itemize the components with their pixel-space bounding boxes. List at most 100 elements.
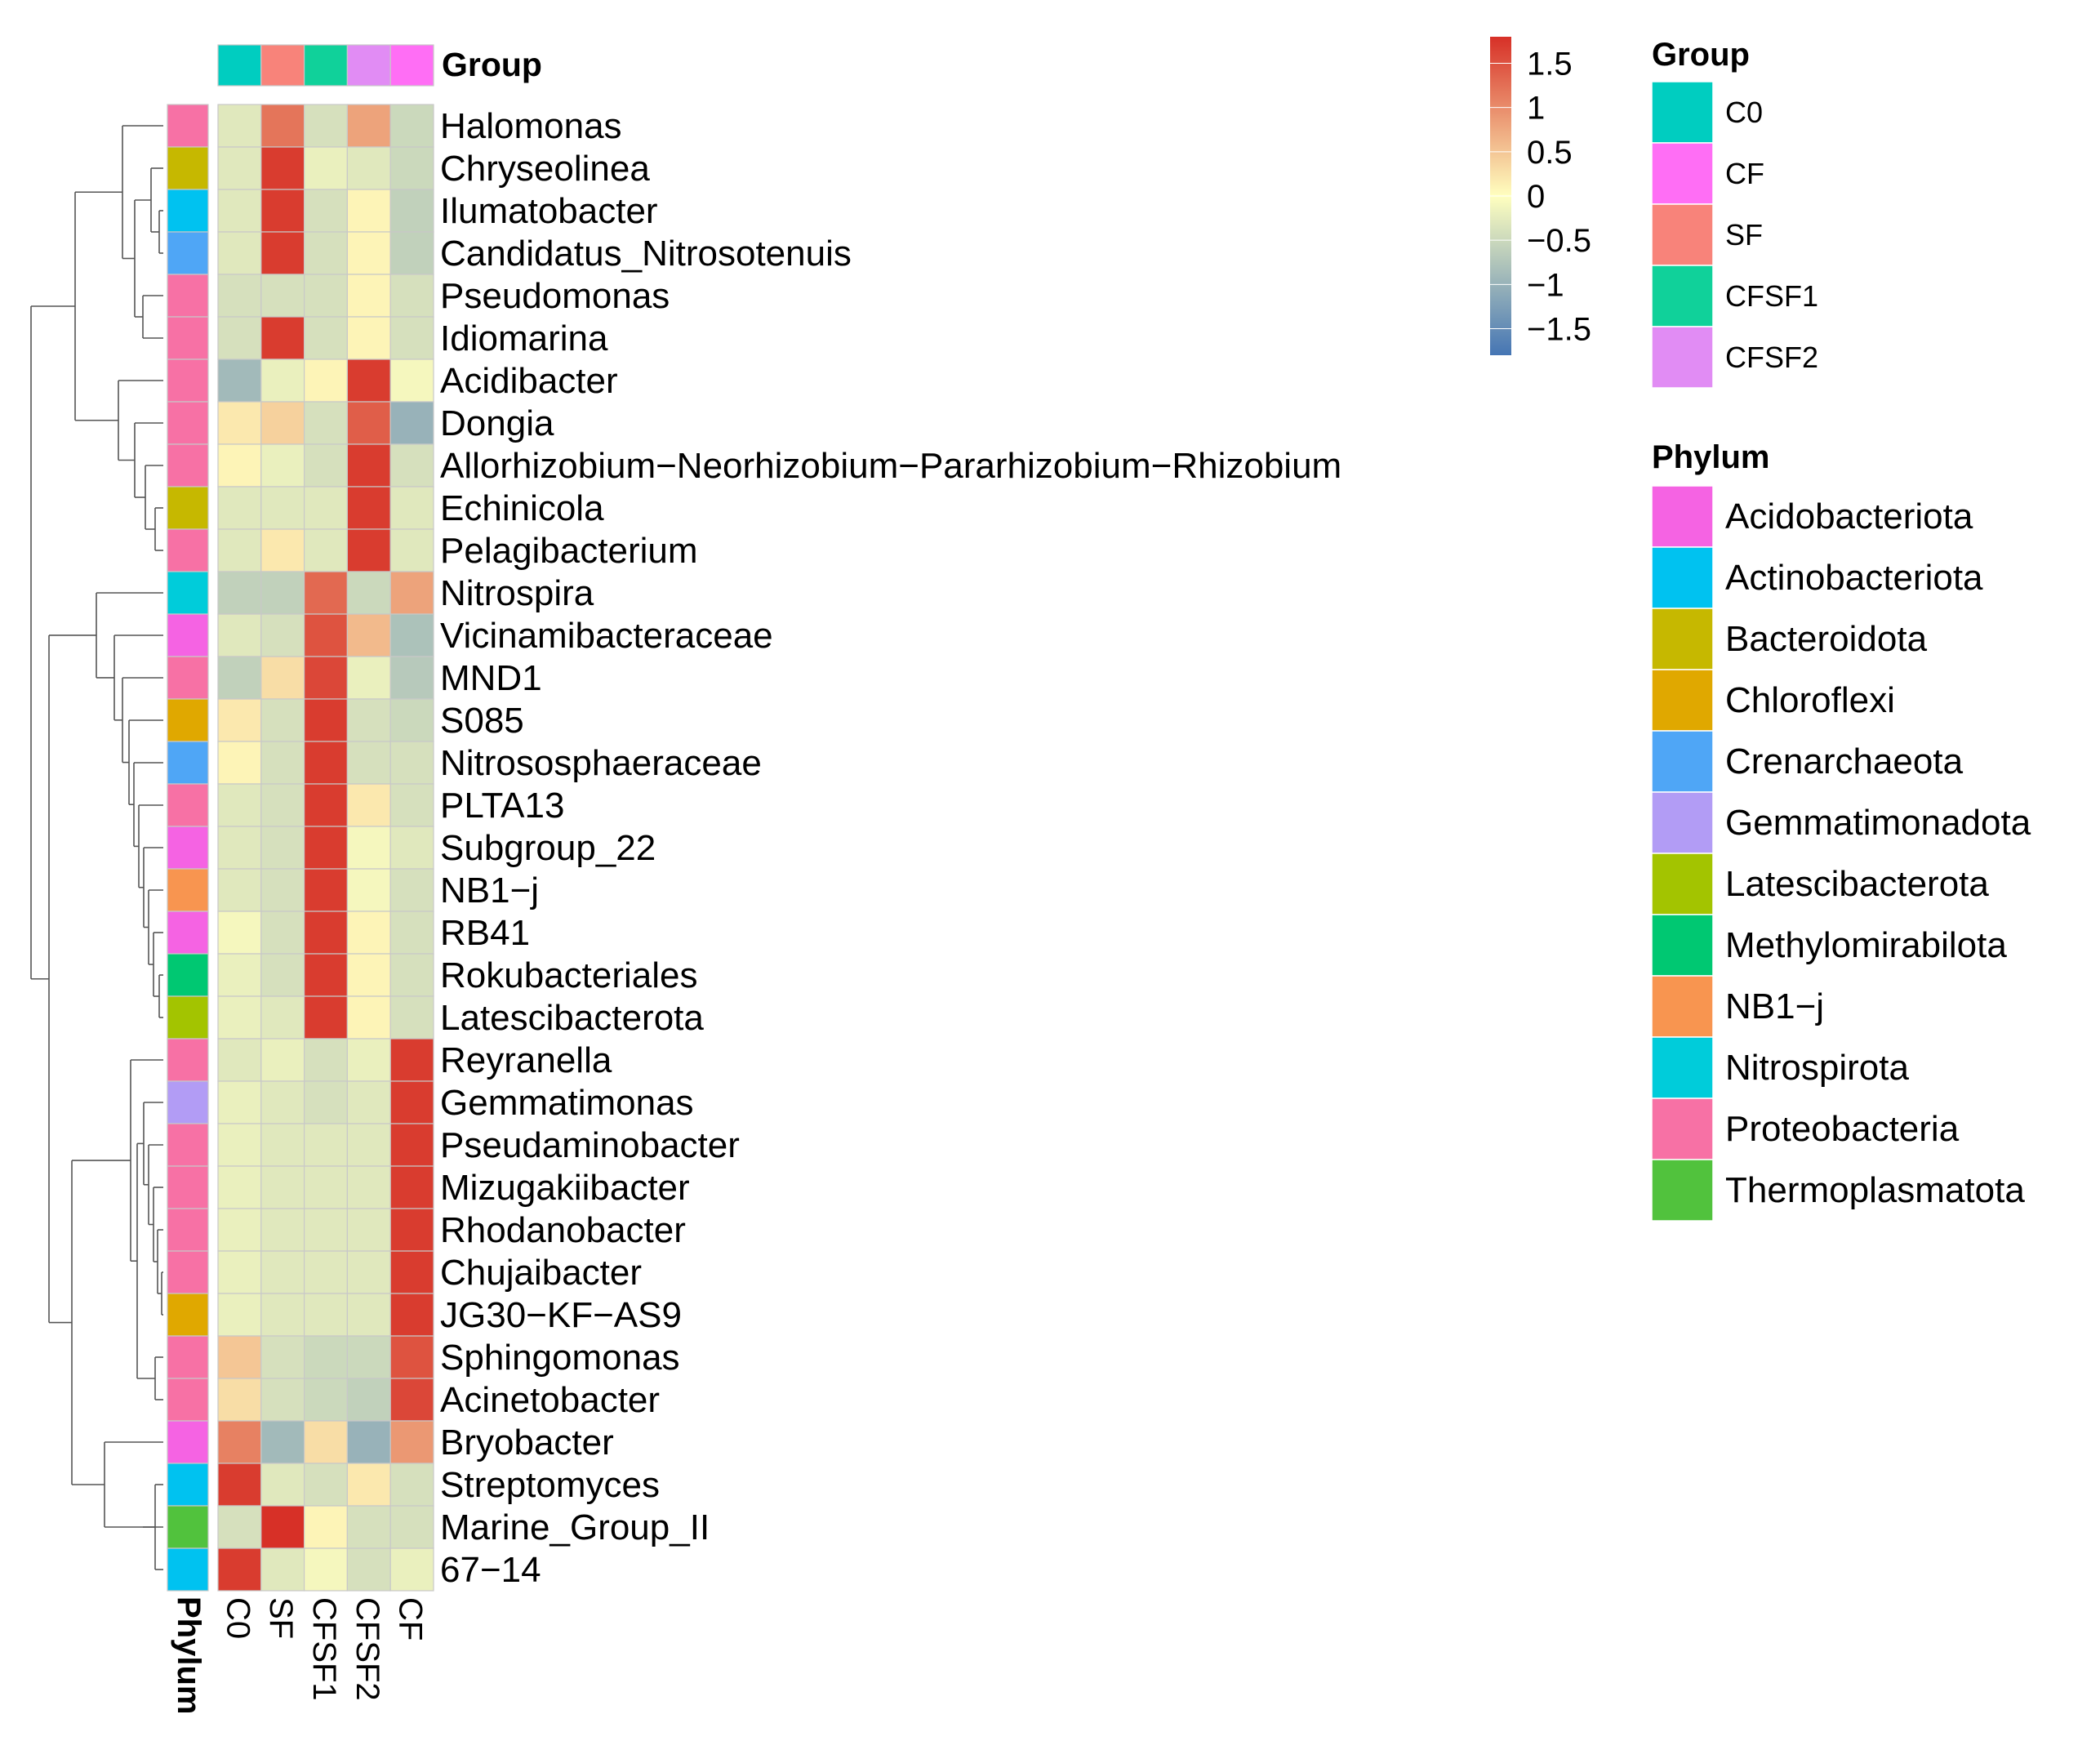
cell-pelagibacterium-cfsf2 bbox=[346, 528, 391, 572]
cell-pseudaminobacter-cfsf1 bbox=[304, 1123, 349, 1167]
group-cell-cfsf2 bbox=[346, 44, 391, 87]
phylum-cell-jg30-kf-as9 bbox=[167, 1293, 209, 1337]
phylum-cell-pseudaminobacter bbox=[167, 1123, 209, 1167]
cell-candidatus-nitrosotenuis-c0 bbox=[217, 231, 262, 275]
phylum-legend-swatch-methylomirabilota bbox=[1651, 914, 1714, 977]
cell-sphingomonas-sf bbox=[260, 1335, 305, 1379]
cell-streptomyces-cfsf2 bbox=[346, 1463, 391, 1507]
phylum-cell-idiomarina bbox=[167, 316, 209, 360]
cell-nitrososphaeraceae-cfsf2 bbox=[346, 741, 391, 785]
phylum-cell-nitrososphaeraceae bbox=[167, 741, 209, 785]
cell-pseudaminobacter-cfsf2 bbox=[346, 1123, 391, 1167]
cell-streptomyces-sf bbox=[260, 1463, 305, 1507]
cell-nitrospira-cf bbox=[389, 571, 434, 615]
phylum-legend-label-nitrospirota: Nitrospirota bbox=[1725, 1048, 1909, 1088]
group-axis-label: Group bbox=[442, 46, 542, 83]
phylum-legend-label-nb1-j: NB1−j bbox=[1725, 986, 1824, 1026]
cell-idiomarina-sf bbox=[260, 316, 305, 360]
cell-marine-group-ii-sf bbox=[260, 1505, 305, 1549]
row-label-acidibacter: Acidibacter bbox=[440, 361, 618, 401]
row-label-reyranella: Reyranella bbox=[440, 1040, 612, 1080]
cell-nitrospira-cfsf2 bbox=[346, 571, 391, 615]
cell-chryseolinea-cfsf1 bbox=[304, 146, 349, 190]
phylum-cell-rokubacteriales bbox=[167, 953, 209, 997]
row-label-dongia: Dongia bbox=[440, 403, 554, 443]
phylum-annotation-strip: Phylum bbox=[167, 104, 209, 1714]
cell-bryobacter-cfsf2 bbox=[346, 1420, 391, 1464]
cell-chryseolinea-cf bbox=[389, 146, 434, 190]
cell-s085-cf bbox=[389, 698, 434, 742]
cell-halomonas-cfsf1 bbox=[304, 104, 349, 148]
cell-rokubacteriales-cf bbox=[389, 953, 434, 997]
cell-reyranella-cf bbox=[389, 1038, 434, 1082]
cell-subgroup-22-c0 bbox=[217, 826, 262, 870]
phylum-cell-bryobacter bbox=[167, 1420, 209, 1464]
phylum-cell-allorhizobium-neorhizobium-pararhizobium-rhizobium bbox=[167, 443, 209, 488]
cell-latescibacterota-cf bbox=[389, 995, 434, 1040]
colorbar-tick-label: 0 bbox=[1527, 179, 1545, 215]
colorbar-tick-label: −1 bbox=[1527, 267, 1564, 303]
phylum-cell-streptomyces bbox=[167, 1463, 209, 1507]
cell-halomonas-sf bbox=[260, 104, 305, 148]
cell-idiomarina-cfsf1 bbox=[304, 316, 349, 360]
phylum-legend-swatch-acidobacteriota bbox=[1651, 485, 1714, 548]
group-legend-swatch-sf bbox=[1651, 203, 1714, 266]
row-label-candidatus-nitrosotenuis: Candidatus_Nitrosotenuis bbox=[440, 234, 852, 274]
cell-pseudomonas-cfsf1 bbox=[304, 274, 349, 318]
cell-streptomyces-cfsf1 bbox=[304, 1463, 349, 1507]
phylum-legend-swatch-nb1-j bbox=[1651, 975, 1714, 1038]
cell-ilumatobacter-c0 bbox=[217, 189, 262, 233]
cell-acidibacter-sf bbox=[260, 358, 305, 403]
cell-nitrospira-cfsf1 bbox=[304, 571, 349, 615]
row-label-acinetobacter: Acinetobacter bbox=[440, 1380, 660, 1420]
group-cell-c0 bbox=[217, 44, 262, 87]
cell-gemmatimonas-cf bbox=[389, 1080, 434, 1124]
cell-pseudaminobacter-cf bbox=[389, 1123, 434, 1167]
cell-rhodanobacter-c0 bbox=[217, 1208, 262, 1252]
cell-echinicola-sf bbox=[260, 486, 305, 530]
cell-pelagibacterium-cf bbox=[389, 528, 434, 572]
phylum-cell-mnd1 bbox=[167, 656, 209, 700]
row-label-streptomyces: Streptomyces bbox=[440, 1465, 660, 1505]
cell-candidatus-nitrosotenuis-cf bbox=[389, 231, 434, 275]
cell-s085-cfsf2 bbox=[346, 698, 391, 742]
cell-bryobacter-cfsf1 bbox=[304, 1420, 349, 1464]
cell-jg30-kf-as9-c0 bbox=[217, 1293, 262, 1337]
row-label-s085: S085 bbox=[440, 701, 524, 741]
column-label-cfsf2: CFSF2 bbox=[349, 1597, 385, 1701]
row-label-nitrososphaeraceae: Nitrososphaeraceae bbox=[440, 743, 762, 783]
cell-rb41-cfsf1 bbox=[304, 911, 349, 955]
cell-rb41-c0 bbox=[217, 911, 262, 955]
cell-ilumatobacter-sf bbox=[260, 189, 305, 233]
cell-acidibacter-cfsf1 bbox=[304, 358, 349, 403]
row-label-halomonas: Halomonas bbox=[440, 106, 622, 146]
cell-rokubacteriales-c0 bbox=[217, 953, 262, 997]
cell-plta13-cf bbox=[389, 783, 434, 827]
phylum-legend-swatch-actinobacteriota bbox=[1651, 546, 1714, 609]
group-legend-label-cf: CF bbox=[1725, 157, 1764, 190]
row-label-67-14: 67−14 bbox=[440, 1550, 541, 1590]
group-cell-cfsf1 bbox=[304, 44, 349, 87]
group-cell-cf bbox=[389, 44, 434, 87]
group-legend-label-cfsf1: CFSF1 bbox=[1725, 279, 1818, 313]
phylum-legend-label-thermoplasmatota: Thermoplasmatota bbox=[1725, 1170, 2025, 1210]
phylum-cell-acidibacter bbox=[167, 358, 209, 403]
annotation-legends: Group C0 CF SF CFSF1 CFSF2 Phylum Acidobacterio… bbox=[1651, 37, 2031, 1222]
phylum-cell-ilumatobacter bbox=[167, 189, 209, 233]
cell-jg30-kf-as9-cf bbox=[389, 1293, 434, 1337]
cell-streptomyces-c0 bbox=[217, 1463, 262, 1507]
cell-chryseolinea-cfsf2 bbox=[346, 146, 391, 190]
cell-idiomarina-c0 bbox=[217, 316, 262, 360]
row-label-allorhizobium-neorhizobium-pararhizobium-rhizobium: Allorhizobium−Neorhizobium−Pararhizobium… bbox=[440, 446, 1341, 486]
cell-chujaibacter-cfsf1 bbox=[304, 1250, 349, 1294]
cell-mnd1-cf bbox=[389, 656, 434, 700]
phylum-axis-label: Phylum bbox=[171, 1596, 207, 1714]
cell-bryobacter-c0 bbox=[217, 1420, 262, 1464]
phylum-cell-echinicola bbox=[167, 486, 209, 530]
cell-subgroup-22-sf bbox=[260, 826, 305, 870]
cell-mnd1-c0 bbox=[217, 656, 262, 700]
column-label-sf: SF bbox=[263, 1597, 299, 1639]
row-label-idiomarina: Idiomarina bbox=[440, 318, 608, 358]
row-label-rokubacteriales: Rokubacteriales bbox=[440, 955, 698, 995]
cell-echinicola-cfsf2 bbox=[346, 486, 391, 530]
